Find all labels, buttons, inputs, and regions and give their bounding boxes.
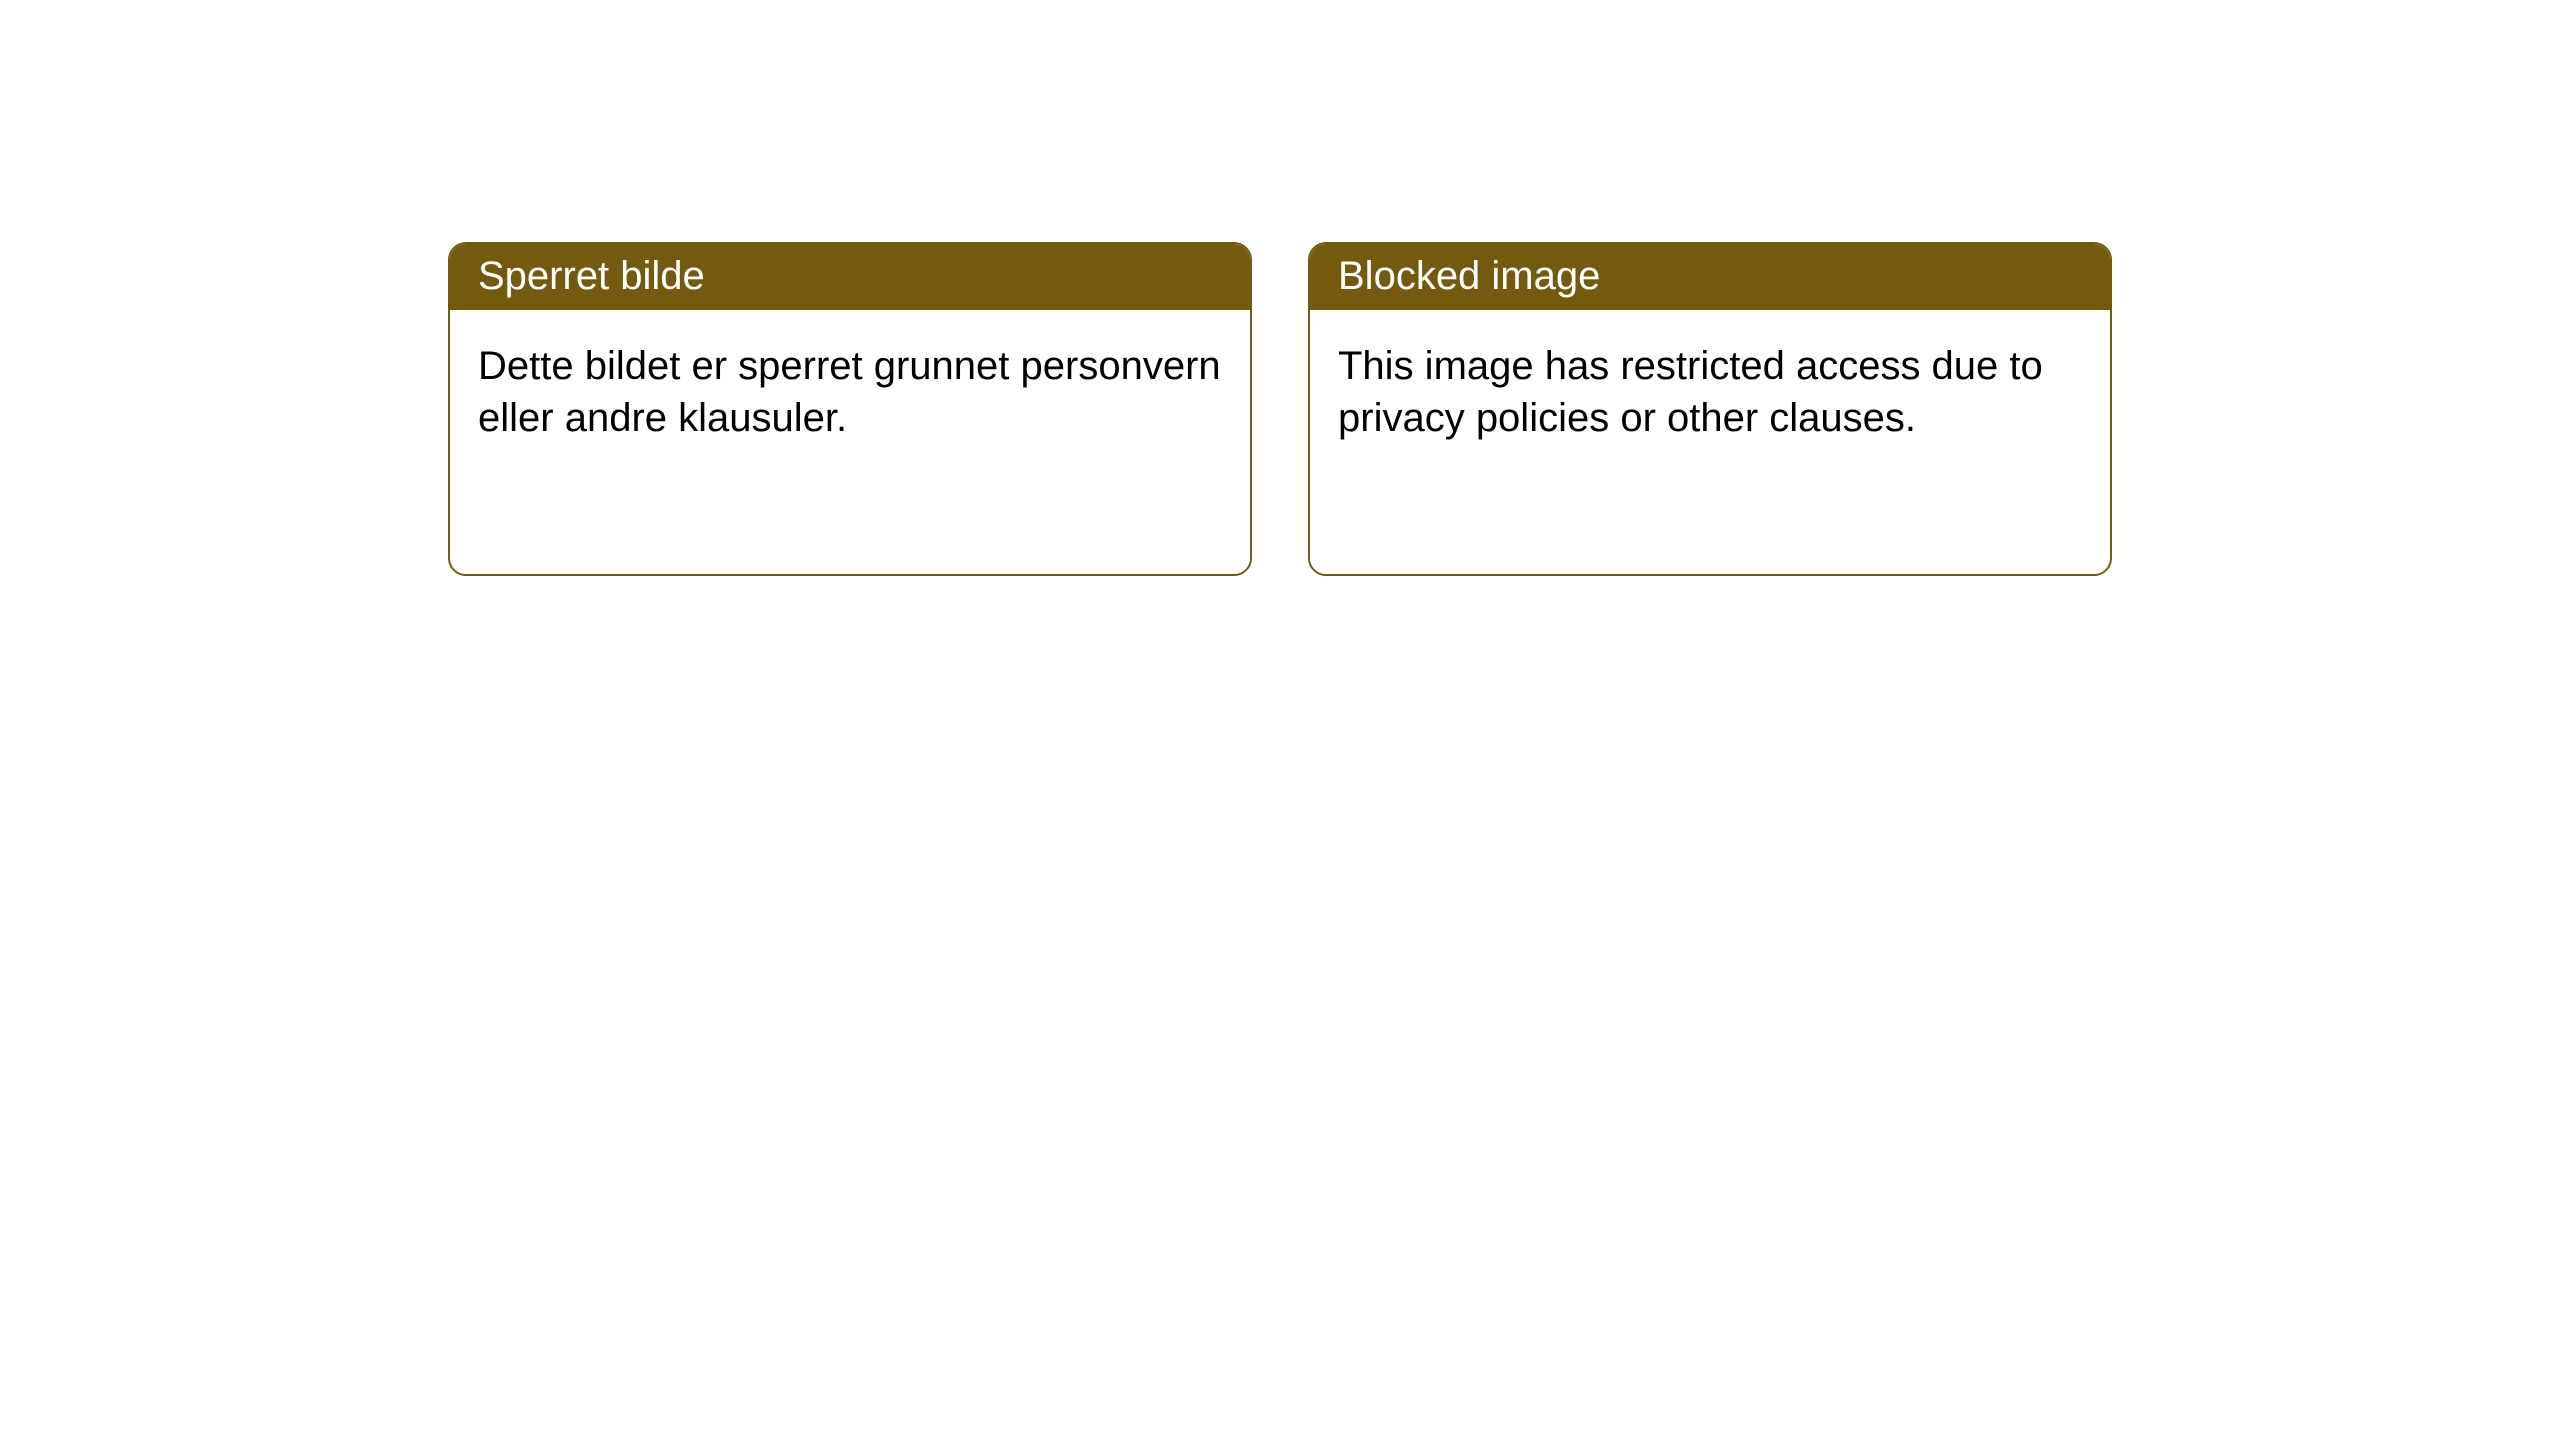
notice-card-english: Blocked image This image has restricted … (1308, 242, 2112, 576)
notice-card-norwegian: Sperret bilde Dette bildet er sperret gr… (448, 242, 1252, 576)
notice-container: Sperret bilde Dette bildet er sperret gr… (0, 0, 2560, 576)
notice-card-body: This image has restricted access due to … (1310, 310, 2110, 574)
notice-card-body: Dette bildet er sperret grunnet personve… (450, 310, 1250, 574)
notice-card-title: Sperret bilde (450, 244, 1250, 310)
notice-card-title: Blocked image (1310, 244, 2110, 310)
